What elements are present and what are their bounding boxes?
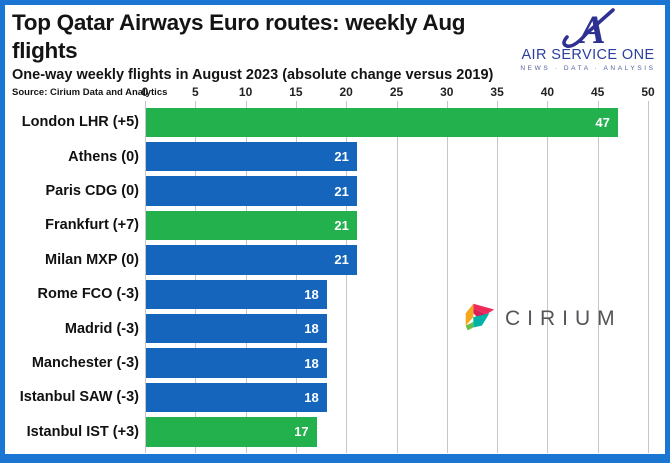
bar: 18	[146, 279, 327, 309]
cirium-folded-arrow-icon	[465, 303, 495, 331]
bar: 17	[146, 417, 317, 447]
bar-row: Rome FCO (-3) 18	[5, 277, 648, 311]
category-label: Frankfurt (+7)	[45, 217, 139, 234]
bar-track: 18	[146, 346, 648, 380]
x-axis-tick-label: 10	[238, 85, 253, 99]
plot-gridlines	[145, 101, 649, 453]
gridline	[195, 101, 197, 453]
bar-track: 17	[146, 415, 648, 449]
x-axis: 0 5 10 15 20 25 30 35 40 45 50	[142, 85, 655, 99]
bar-value-label: 21	[334, 252, 349, 268]
category-label: Rome FCO (-3)	[37, 286, 140, 303]
bar-value-label: 18	[304, 286, 319, 302]
gridline	[547, 101, 549, 453]
bar-track: 47	[146, 105, 648, 139]
x-axis-tick-label: 30	[440, 85, 454, 99]
bar: 21	[146, 176, 357, 206]
category-label: Istanbul IST (+3)	[26, 423, 139, 440]
bar-track: 21	[146, 174, 648, 208]
bar-track: 18	[146, 380, 648, 414]
bar: 18	[146, 313, 327, 344]
gridline	[597, 101, 599, 453]
gridline	[295, 101, 297, 453]
bar-value-label: 21	[334, 149, 349, 165]
category-label: Athens (0)	[68, 148, 139, 165]
gridline	[648, 101, 649, 453]
bar-value-label: 21	[334, 183, 349, 199]
gridline	[446, 101, 448, 453]
bar-track: 21	[146, 243, 648, 277]
chart-subtitle: One-way weekly flights in August 2023 (a…	[12, 67, 494, 84]
bar-value-label: 47	[595, 114, 610, 130]
bar-row: Milan MXP (0) 21	[5, 243, 648, 277]
bar-value-label: 18	[304, 389, 319, 405]
gridline	[245, 101, 247, 453]
bar-track: 21	[146, 208, 648, 242]
bar-value-label: 17	[294, 424, 309, 440]
gridline	[145, 101, 146, 453]
source-credit: Source: Cirium Data and Analytics	[12, 87, 168, 99]
bar-value-label: 21	[334, 217, 349, 233]
bar-value-label: 18	[304, 355, 319, 371]
air-service-one-logo: A AIR SERVICE ONE NEWS · DATA · ANALYSIS	[519, 7, 657, 72]
bar-row: Istanbul SAW (-3) 18	[5, 380, 648, 414]
cirium-wordmark: CIRIUM	[505, 307, 622, 330]
bar-row: London LHR (+5) 47	[5, 105, 648, 139]
bar: 18	[146, 348, 327, 378]
gridline	[497, 101, 499, 453]
bar-track: 18	[146, 277, 648, 311]
bar: 21	[146, 141, 357, 172]
category-label: Milan MXP (0)	[45, 251, 139, 268]
bar-row: Istanbul IST (+3) 17	[5, 415, 648, 449]
bar-row: Paris CDG (0) 21	[5, 174, 648, 208]
gridline	[346, 101, 348, 453]
air-service-one-stylized-a-swoosh-icon: A	[562, 7, 615, 49]
category-label: Manchester (-3)	[31, 355, 139, 372]
x-axis-tick-label: 25	[389, 85, 404, 99]
x-axis-tick-label: 40	[540, 85, 555, 99]
x-axis-tick-label: 0	[141, 85, 149, 99]
category-label: London LHR (+5)	[21, 114, 139, 131]
bar-row: Manchester (-3) 18	[5, 346, 648, 380]
bar-row: Athens (0) 21	[5, 139, 648, 173]
x-axis-tick-label: 50	[641, 85, 655, 99]
air-service-one-tagline: NEWS · DATA · ANALYSIS	[520, 65, 656, 72]
bar: 21	[146, 245, 357, 275]
cirium-logo: CIRIUM	[460, 297, 622, 341]
bar-row: Frankfurt (+7) 21	[5, 208, 648, 242]
bar-row: Madrid (-3) 18	[5, 311, 648, 345]
bar-track: 18	[146, 311, 648, 345]
x-axis-tick-label: 35	[490, 85, 504, 99]
bar-value-label: 18	[304, 321, 319, 337]
header: Top Qatar Airways Euro routes: weekly Au…	[12, 9, 522, 98]
page-title: Top Qatar Airways Euro routes: weekly Au…	[12, 10, 466, 64]
x-axis-tick-label: 45	[591, 85, 605, 99]
category-label: Paris CDG (0)	[45, 183, 139, 200]
x-axis-tick-label: 5	[191, 85, 199, 99]
x-axis-tick-label: 15	[289, 85, 303, 99]
air-service-one-wordmark: AIR SERVICE ONE	[521, 47, 655, 63]
bar: 18	[146, 382, 327, 413]
category-label: Madrid (-3)	[64, 320, 139, 337]
bar: 21	[146, 210, 357, 241]
bar-track: 21	[146, 139, 648, 173]
bar-rows: London LHR (+5) 47 Athens (0) 21 Paris CDG (…	[5, 105, 648, 449]
x-axis-tick-label: 20	[339, 85, 353, 99]
gridline	[396, 101, 398, 453]
bar: 47	[146, 107, 618, 137]
category-label: Istanbul SAW (-3)	[19, 389, 139, 406]
